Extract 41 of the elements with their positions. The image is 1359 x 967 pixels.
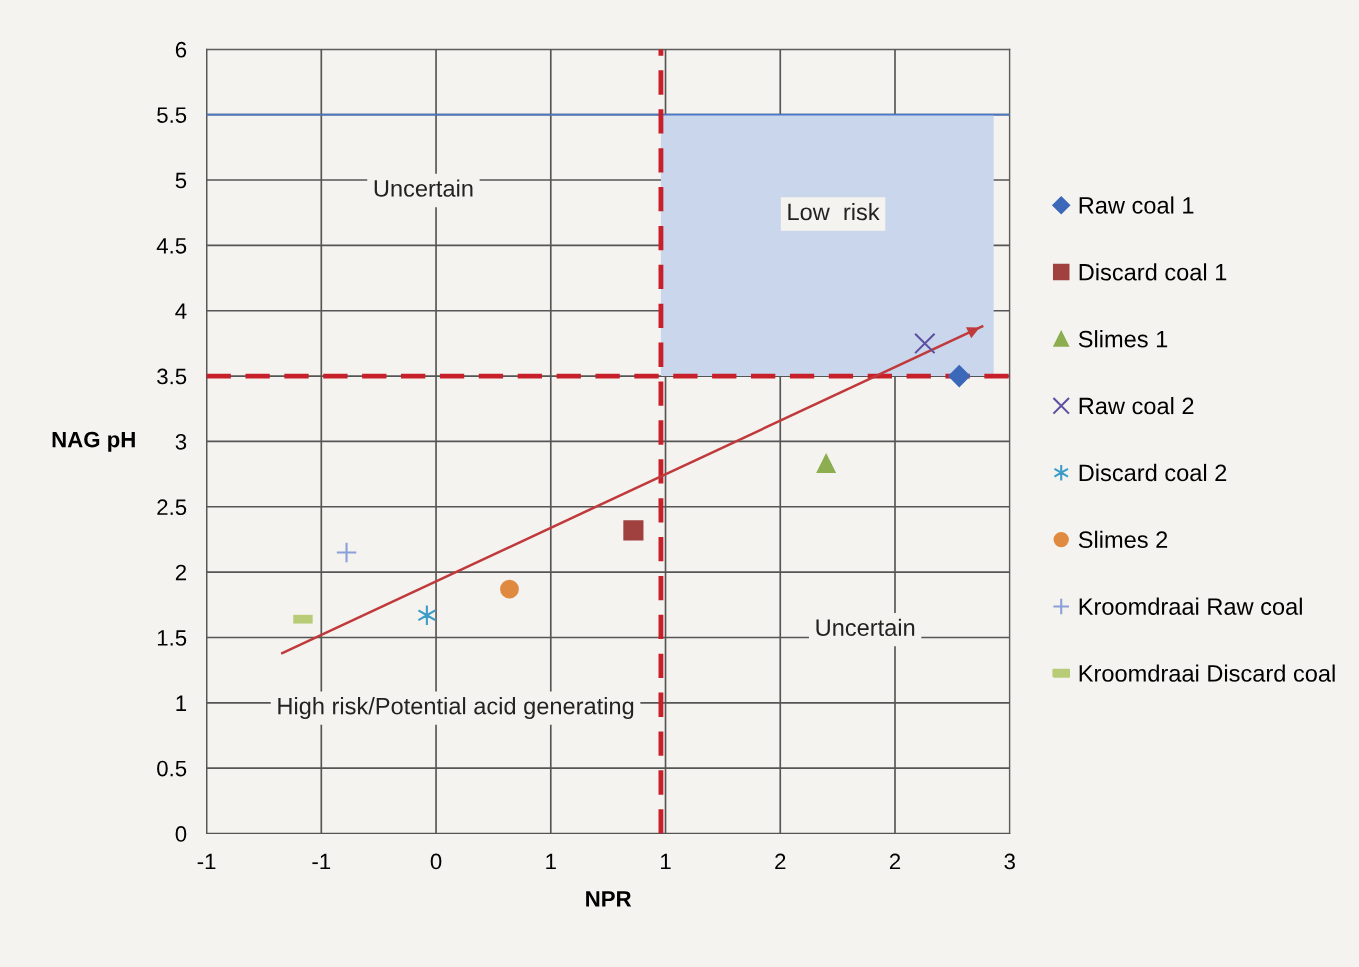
legend-label: Slimes 1: [1078, 330, 1168, 348]
y-tick-label: 1: [176, 695, 187, 711]
x-tick-label: 0: [430, 853, 442, 870]
annotation: Uncertain: [816, 618, 915, 636]
annotation: Low risk: [788, 203, 880, 221]
x-tick-label: 3: [1004, 853, 1015, 870]
y-tick-label: 5: [175, 172, 187, 189]
y-axis-title: NAG pH: [52, 431, 135, 452]
y-tick-label: 4: [175, 303, 187, 319]
y-tick-label: 0.5: [157, 760, 187, 777]
y-tick-label: 1.5: [157, 630, 187, 646]
legend-label: Kroomdraai Raw coal: [1079, 597, 1302, 615]
point: [816, 454, 836, 474]
x-tick-label: 2: [775, 853, 786, 870]
point: [914, 332, 936, 355]
y-tick-label: 2.5: [157, 499, 187, 516]
y-tick-label: 3.5: [157, 368, 187, 385]
point: [948, 365, 971, 387]
y-tick-label: 0: [175, 826, 187, 842]
point: [623, 520, 644, 541]
legend-label: Slimes 2: [1078, 530, 1168, 549]
legend-label: Discard coal 2: [1079, 463, 1227, 482]
point: [500, 579, 519, 599]
x-axis-title: NPR: [586, 891, 632, 907]
legend-label: Kroomdraai Discard coal: [1079, 664, 1335, 682]
legend-label: Discard coal 1: [1079, 263, 1227, 281]
y-tick-label: 4.5: [156, 238, 187, 254]
x-tick-label: -1: [312, 853, 331, 870]
legend-label: Raw coal 1: [1079, 196, 1194, 214]
y-tick-label: 2: [175, 564, 187, 581]
y-tick-label: 6: [175, 41, 187, 58]
y-tick-label: 3: [175, 433, 187, 450]
annotation: Uncertain: [374, 179, 473, 197]
legend-label: Raw coal 2: [1079, 396, 1194, 415]
point: [335, 541, 358, 564]
x-tick-label: 1: [661, 853, 671, 870]
x-tick-label: -1: [197, 853, 216, 870]
annotation: High risk/Potential acid generating: [278, 697, 634, 720]
x-tick-label: 1: [546, 853, 556, 870]
x-tick-label: 2: [889, 853, 901, 870]
y-tick-label: 5.5: [157, 107, 187, 123]
